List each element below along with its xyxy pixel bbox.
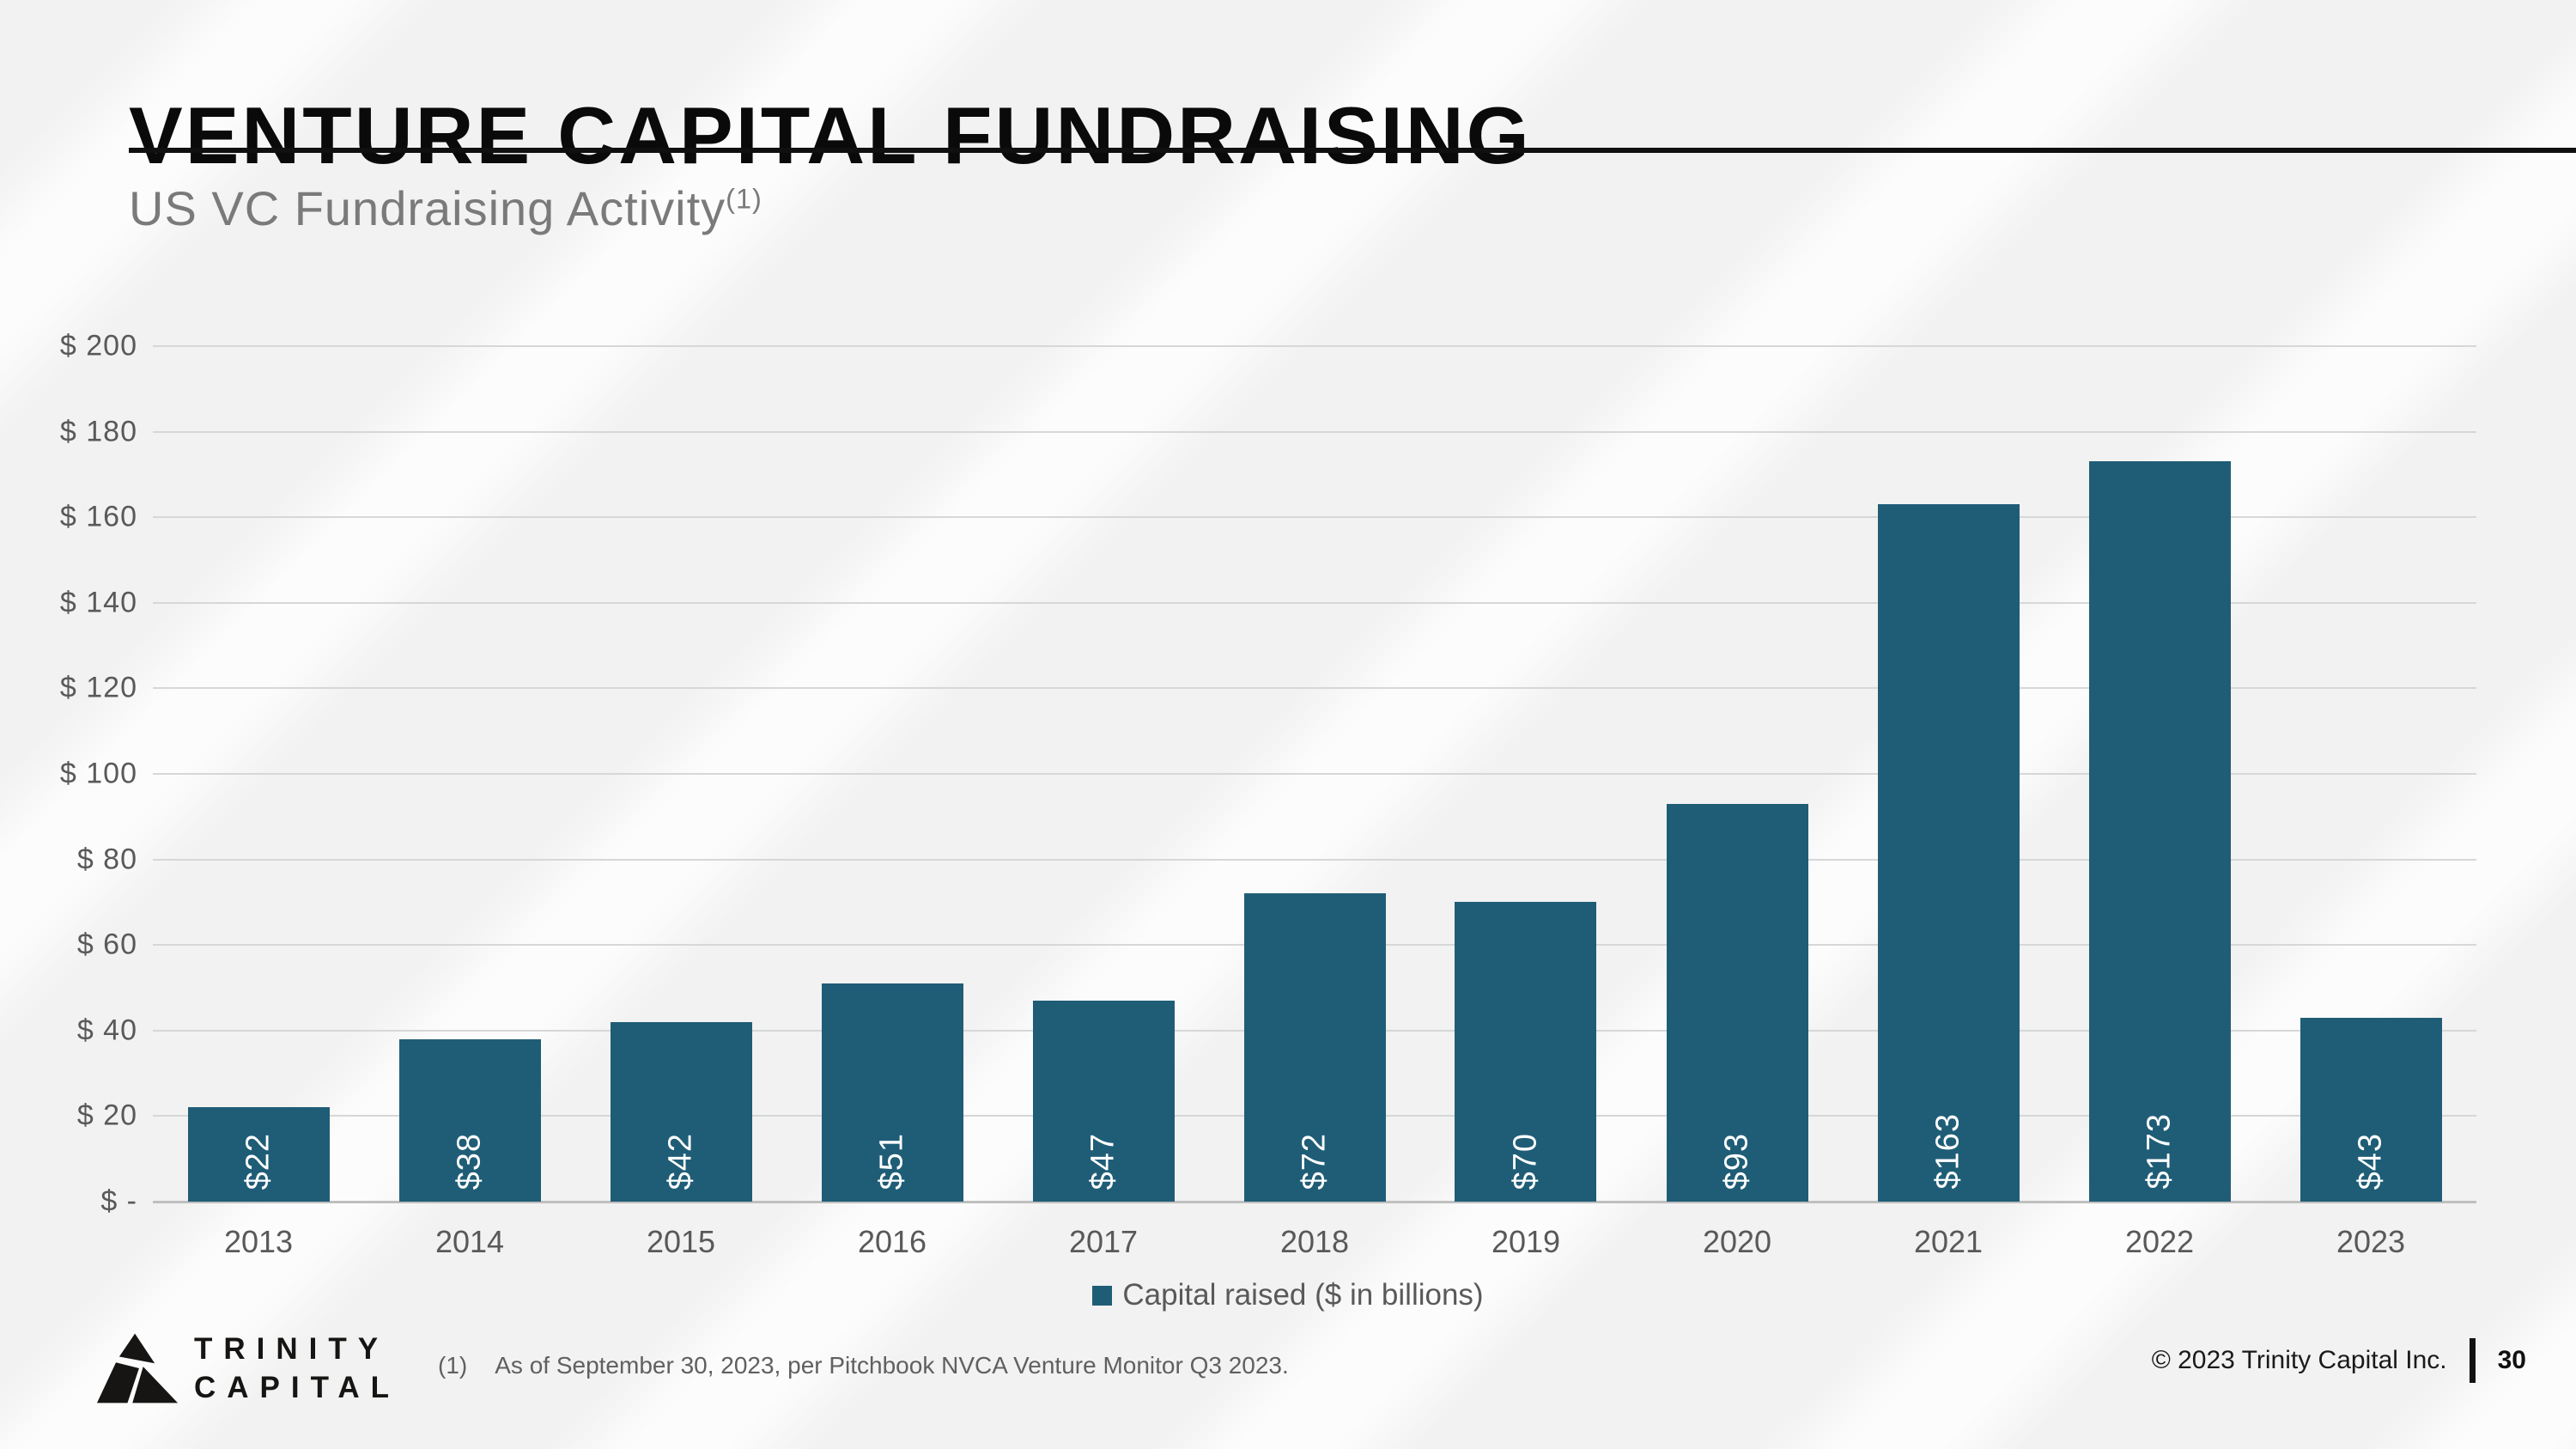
footnote-reference: (1) <box>726 183 762 215</box>
y-tick-label: $ 20 <box>76 1099 137 1132</box>
bar-value-label: $38 <box>451 1132 488 1190</box>
logo-triangle-icon <box>96 1333 179 1403</box>
bar-value-label: $163 <box>1929 1113 1966 1190</box>
bar-2018: $72 <box>1243 893 1386 1202</box>
y-tick-label: $ 140 <box>59 586 137 619</box>
x-axis-line <box>153 1201 2476 1203</box>
y-tick-label: $ 200 <box>59 329 137 362</box>
footnote-text: As of September 30, 2023, per Pitchbook … <box>495 1352 1289 1379</box>
chart-subtitle-text: US VC Fundraising Activity <box>129 181 726 235</box>
bar-2020: $93 <box>1666 803 1808 1202</box>
y-tick-label: $ - <box>100 1184 137 1218</box>
gridline <box>153 687 2476 690</box>
x-tick-label: 2020 <box>1702 1224 1772 1259</box>
footnote: (1) As of September 30, 2023, per Pitchb… <box>438 1352 1289 1379</box>
title-underline <box>129 148 2576 153</box>
y-tick-label: $ 80 <box>76 843 137 876</box>
page-title: VENTURE CAPITAL FUNDRAISING <box>129 89 1532 180</box>
x-tick-label: 2022 <box>2124 1224 2195 1259</box>
gridline <box>153 345 2476 347</box>
chart-subtitle: US VC Fundraising Activity(1) <box>129 180 762 236</box>
bar-value-label: $42 <box>662 1132 699 1190</box>
gridline <box>153 858 2476 861</box>
bar-value-label: $51 <box>873 1132 910 1190</box>
footer: © 2023 Trinity Capital Inc. 30 <box>2152 1338 2526 1383</box>
gridline <box>153 430 2476 433</box>
trinity-capital-logo: TRINITY CAPITAL <box>96 1330 400 1407</box>
y-tick-label: $ 120 <box>59 671 137 704</box>
x-tick-label: 2016 <box>857 1224 927 1259</box>
bar-value-label: $93 <box>1718 1132 1755 1190</box>
bar-2013: $22 <box>187 1107 330 1202</box>
bar-2017: $47 <box>1032 1000 1175 1202</box>
page-number: 30 <box>2497 1346 2526 1374</box>
footnote-marker: (1) <box>438 1352 468 1379</box>
logo-line-2: CAPITAL <box>194 1371 401 1404</box>
x-tick-label: 2023 <box>2336 1224 2406 1259</box>
x-tick-label: 2015 <box>646 1224 716 1259</box>
x-tick-label: 2021 <box>1913 1224 1984 1259</box>
gridline <box>153 601 2476 604</box>
bar-2023: $43 <box>2300 1017 2442 1202</box>
bar-2014: $38 <box>398 1038 541 1202</box>
y-axis: $ - $ 20 $ 40 $ 60 $ 80 $ 100 $ 120 $ 140 $ 160 $… <box>0 330 137 1218</box>
bar-value-label: $22 <box>240 1132 276 1190</box>
logo-line-1: TRINITY <box>194 1332 390 1366</box>
logo-wordmark: TRINITY CAPITAL <box>194 1330 400 1407</box>
bar-value-label: $173 <box>2141 1113 2178 1190</box>
bar-2015: $42 <box>610 1021 752 1202</box>
bar-value-label: $70 <box>1507 1132 1544 1190</box>
legend-label: Capital raised ($ in billions) <box>1122 1278 1484 1312</box>
footer-divider <box>2469 1338 2476 1383</box>
y-tick-label: $ 100 <box>59 757 137 790</box>
copyright-text: © 2023 Trinity Capital Inc. <box>2151 1346 2447 1374</box>
gridline <box>153 773 2476 775</box>
y-tick-label: $ 180 <box>59 415 137 448</box>
bar-value-label: $47 <box>1084 1132 1121 1190</box>
chart-legend: Capital raised ($ in billions) <box>0 1278 2576 1312</box>
x-tick-label: 2014 <box>434 1224 505 1259</box>
x-tick-label: 2017 <box>1068 1224 1139 1259</box>
bar-2016: $51 <box>821 983 963 1202</box>
x-tick-label: 2018 <box>1279 1224 1350 1259</box>
x-tick-label: 2013 <box>223 1224 294 1259</box>
bar-2021: $163 <box>1877 504 2020 1202</box>
bar-2022: $173 <box>2088 461 2231 1202</box>
legend-color-swatch <box>1092 1285 1113 1306</box>
bar-value-label: $43 <box>2352 1132 2389 1190</box>
y-tick-label: $ 160 <box>59 500 137 533</box>
plot-area: $22 2013 $38 2014 $42 2015 $51 2016 $47 2017 $72 20… <box>153 345 2476 1259</box>
gridline <box>153 516 2476 519</box>
bar-2019: $70 <box>1455 902 1597 1202</box>
bar-value-label: $72 <box>1296 1132 1333 1190</box>
y-tick-label: $ 60 <box>76 928 137 961</box>
y-tick-label: $ 40 <box>76 1014 137 1047</box>
x-tick-label: 2019 <box>1491 1224 1561 1259</box>
